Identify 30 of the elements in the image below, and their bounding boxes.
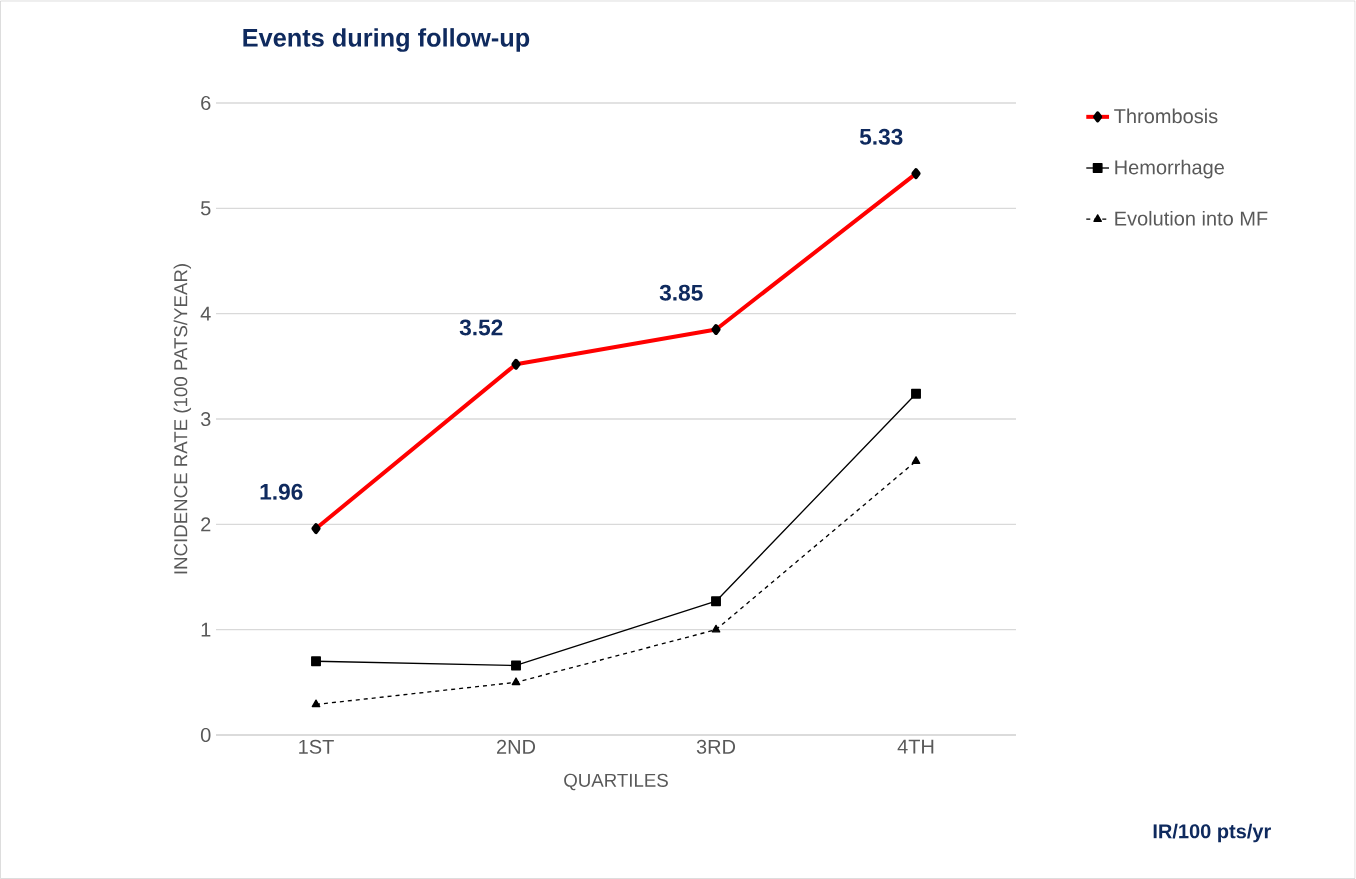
- data-label: 1.96: [260, 483, 303, 500]
- chart-title: Events during follow-up: [243, 28, 530, 52]
- point: [511, 677, 521, 686]
- point: [711, 624, 721, 633]
- data-label: 3.52: [459, 319, 503, 336]
- y-tick-label: 2: [201, 517, 211, 532]
- point: [511, 660, 521, 671]
- y-tick-label: 0: [200, 727, 211, 743]
- y-tick-label: 4: [200, 306, 211, 321]
- point: [911, 388, 921, 399]
- y-tick-label: 1: [201, 622, 211, 637]
- text: IR/100 pts/yr: [1153, 823, 1271, 843]
- x-tick-label: 4TH: [897, 739, 934, 754]
- y-tick-label: 5: [200, 201, 211, 216]
- point: [311, 699, 321, 708]
- point: [711, 596, 721, 607]
- y-axis-title: INCIDENCE RATE (100 PATS/YEAR): [173, 264, 192, 574]
- data-label: 5.33: [859, 128, 903, 145]
- legend-label: Hemorrhage: [1115, 159, 1224, 179]
- x-tick-label: 2ND: [497, 739, 536, 754]
- point: [911, 456, 921, 464]
- x-axis-title: QUARTILES: [564, 773, 668, 791]
- legend-label: Thrombosis: [1114, 108, 1218, 124]
- point: [311, 656, 321, 667]
- x-tick-label: 3RD: [696, 739, 736, 754]
- x-tick-label: 1ST: [299, 739, 334, 754]
- data-label: 3.85: [659, 284, 703, 301]
- y-tick-label: 6: [201, 95, 211, 111]
- legend-label: Evolution into MF: [1115, 210, 1268, 226]
- y-tick-label: 3: [200, 411, 211, 427]
